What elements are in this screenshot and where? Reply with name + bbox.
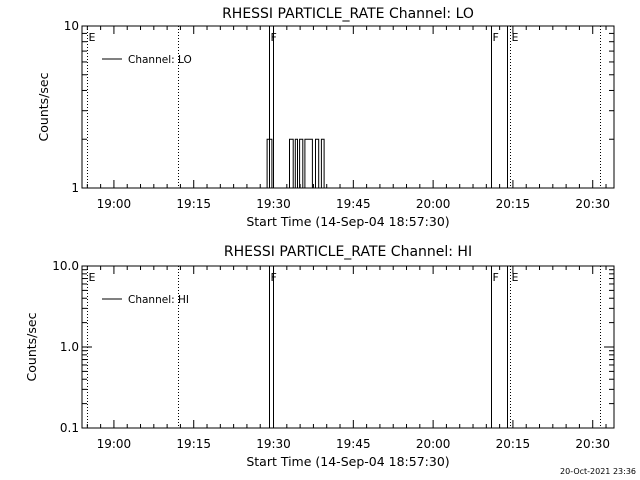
x-tick-label: 19:45: [336, 197, 371, 211]
x-tick-label: 19:30: [256, 197, 291, 211]
chart-title: RHESSI PARTICLE_RATE Channel: LO: [222, 6, 474, 22]
y-tick-label: 1.0: [60, 340, 79, 354]
x-tick-label: 20:00: [416, 197, 451, 211]
plot-frame: [81, 25, 615, 189]
x-tick-label: 20:00: [416, 437, 451, 451]
x-tick-label: 20:30: [575, 197, 610, 211]
panel-hi: RHESSI PARTICLE_RATE Channel: HI 19:00 19:…: [24, 244, 615, 469]
x-tick-label: 19:45: [336, 437, 371, 451]
x-tick-label: 20:15: [496, 197, 531, 211]
event-marker-label: E: [512, 271, 519, 284]
event-marker-label: F: [493, 271, 499, 284]
x-tick-label: 19:15: [176, 437, 211, 451]
y-tick-label: 10.0: [52, 259, 79, 273]
event-marker-label: E: [89, 271, 96, 284]
event-marker-label: F: [493, 31, 499, 44]
x-tick-label: 20:15: [496, 437, 531, 451]
timestamp: 20-Oct-2021 23:36: [560, 467, 636, 476]
chart-title: RHESSI PARTICLE_RATE Channel: HI: [224, 244, 472, 260]
y-axis-label: Counts/sec: [24, 312, 39, 381]
event-marker-label: E: [89, 31, 96, 44]
panel-lo: RHESSI PARTICLE_RATE Channel: LO 19:00 19:…: [36, 6, 615, 229]
legend-label: Channel: LO: [128, 54, 192, 66]
y-axis-label: Counts/sec: [36, 72, 51, 141]
x-tick-label: 19:00: [97, 437, 132, 451]
legend-label: Channel: HI: [128, 294, 189, 306]
x-tick-label: 19:00: [97, 197, 132, 211]
event-marker-label: E: [512, 31, 519, 44]
x-axis-label: Start Time (14-Sep-04 18:57:30): [246, 454, 449, 469]
y-tick-label: 1: [71, 181, 79, 195]
chart-panels: RHESSI PARTICLE_RATE Channel: LO 19:00 19:…: [24, 6, 615, 469]
y-tick-label: 0.1: [60, 421, 79, 435]
y-tick-label: 10: [64, 19, 79, 33]
x-tick-label: 19:30: [256, 437, 291, 451]
x-axis-label: Start Time (14-Sep-04 18:57:30): [246, 214, 449, 229]
x-tick-label: 20:30: [575, 437, 610, 451]
x-tick-label: 19:15: [176, 197, 211, 211]
series-line: [262, 138, 325, 189]
